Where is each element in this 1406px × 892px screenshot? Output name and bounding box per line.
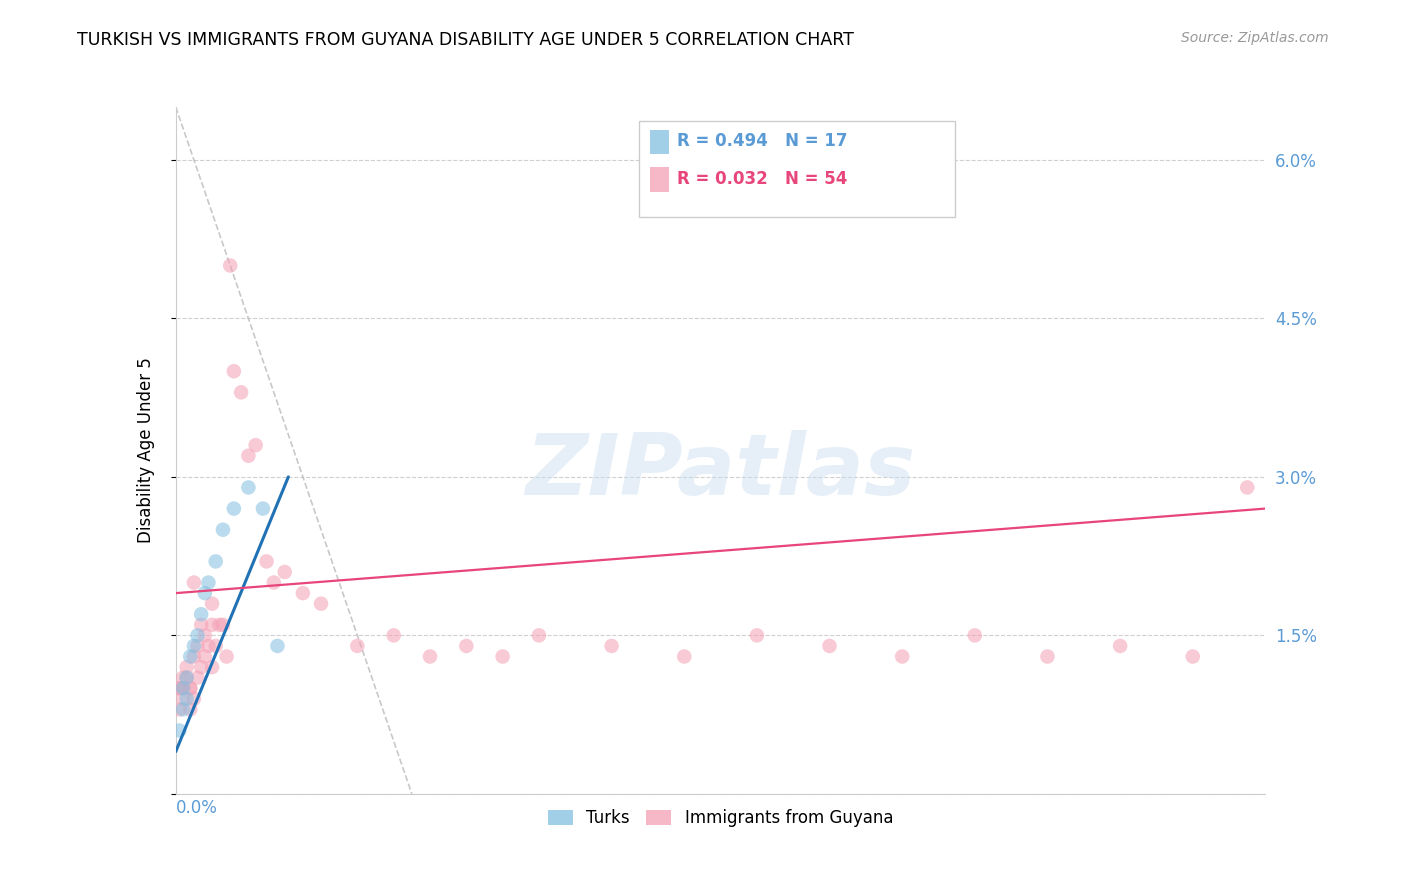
Point xyxy=(346,639,368,653)
Point xyxy=(263,575,285,590)
Point xyxy=(492,649,515,664)
Point xyxy=(183,649,205,664)
FancyBboxPatch shape xyxy=(638,120,955,217)
Point xyxy=(190,660,212,674)
Point xyxy=(291,586,314,600)
Point xyxy=(194,628,217,642)
Point xyxy=(745,628,768,642)
Point xyxy=(169,702,191,716)
Point xyxy=(274,565,297,579)
Point xyxy=(204,639,226,653)
Point xyxy=(208,617,231,632)
Point xyxy=(194,649,217,664)
Point xyxy=(172,702,194,716)
Point xyxy=(197,639,219,653)
Point xyxy=(215,649,238,664)
Point xyxy=(172,691,194,706)
Point xyxy=(963,628,986,642)
Point xyxy=(245,438,267,452)
Point xyxy=(190,617,212,632)
Point xyxy=(600,639,623,653)
Point xyxy=(201,617,224,632)
Text: R = 0.032   N = 54: R = 0.032 N = 54 xyxy=(678,170,848,188)
Point xyxy=(419,649,441,664)
Point xyxy=(186,671,209,685)
Point xyxy=(212,617,235,632)
Bar xyxy=(650,168,669,192)
Point xyxy=(179,681,201,696)
Point xyxy=(527,628,550,642)
Point xyxy=(183,575,205,590)
Point xyxy=(201,597,224,611)
Point xyxy=(818,639,841,653)
Point xyxy=(186,639,209,653)
Point xyxy=(197,575,219,590)
Text: ZIPatlas: ZIPatlas xyxy=(526,430,915,513)
Point xyxy=(309,597,332,611)
Point xyxy=(183,691,205,706)
Point xyxy=(212,523,235,537)
Point xyxy=(252,501,274,516)
Point xyxy=(176,671,198,685)
Point xyxy=(176,660,198,674)
Point xyxy=(169,681,191,696)
Point xyxy=(1236,480,1258,494)
Point xyxy=(382,628,405,642)
Point xyxy=(1109,639,1132,653)
Text: R = 0.494   N = 17: R = 0.494 N = 17 xyxy=(678,132,848,151)
Point xyxy=(179,649,201,664)
Point xyxy=(172,671,194,685)
Point xyxy=(190,607,212,622)
Point xyxy=(201,660,224,674)
Text: 0.0%: 0.0% xyxy=(176,799,218,817)
Point xyxy=(1036,649,1059,664)
Point xyxy=(456,639,478,653)
Point xyxy=(1181,649,1204,664)
Point xyxy=(219,259,242,273)
Point xyxy=(194,586,217,600)
Point xyxy=(231,385,253,400)
Point xyxy=(238,480,260,494)
Point xyxy=(176,691,198,706)
Text: TURKISH VS IMMIGRANTS FROM GUYANA DISABILITY AGE UNDER 5 CORRELATION CHART: TURKISH VS IMMIGRANTS FROM GUYANA DISABI… xyxy=(77,31,855,49)
Point xyxy=(222,501,245,516)
Point xyxy=(891,649,914,664)
Y-axis label: Disability Age Under 5: Disability Age Under 5 xyxy=(136,358,155,543)
Point xyxy=(222,364,245,378)
Point xyxy=(238,449,260,463)
Point xyxy=(172,681,194,696)
Point xyxy=(256,554,278,568)
Point xyxy=(172,681,194,696)
Point xyxy=(266,639,288,653)
Point xyxy=(179,681,201,696)
Text: Source: ZipAtlas.com: Source: ZipAtlas.com xyxy=(1181,31,1329,45)
Point xyxy=(673,649,696,664)
Point xyxy=(176,671,198,685)
Point xyxy=(169,681,191,696)
Bar xyxy=(650,129,669,153)
Point xyxy=(179,702,201,716)
Point xyxy=(186,628,209,642)
Point xyxy=(169,723,191,738)
Point xyxy=(183,639,205,653)
Legend: Turks, Immigrants from Guyana: Turks, Immigrants from Guyana xyxy=(541,802,900,834)
Point xyxy=(204,554,226,568)
